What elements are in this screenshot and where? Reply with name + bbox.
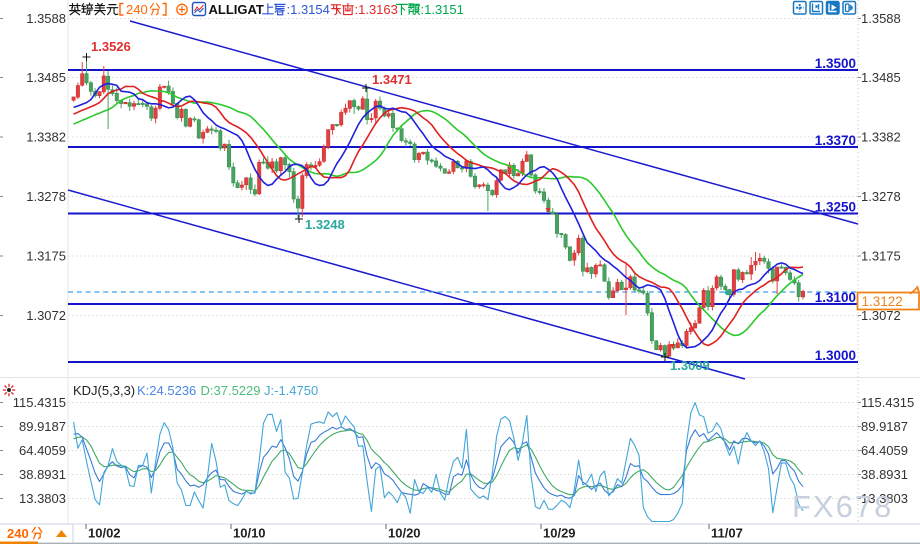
svg-text::1.3151: :1.3151 bbox=[421, 2, 464, 17]
svg-text:1.3122: 1.3122 bbox=[862, 294, 903, 309]
svg-text:240: 240 bbox=[7, 526, 29, 541]
svg-text:64.4059: 64.4059 bbox=[861, 443, 908, 458]
svg-text:10/02: 10/02 bbox=[88, 526, 121, 541]
svg-text:1.3248: 1.3248 bbox=[305, 217, 345, 232]
svg-text:1.3588: 1.3588 bbox=[861, 11, 901, 26]
svg-text:38.8931: 38.8931 bbox=[861, 467, 908, 482]
svg-text:1.3500: 1.3500 bbox=[815, 56, 856, 71]
svg-text:1.3072: 1.3072 bbox=[26, 308, 66, 323]
svg-text:D:37.5229: D:37.5229 bbox=[201, 383, 261, 398]
svg-text:89.9187: 89.9187 bbox=[19, 419, 66, 434]
svg-text:1.3175: 1.3175 bbox=[26, 249, 66, 264]
svg-text:1.3175: 1.3175 bbox=[861, 249, 901, 264]
svg-text:10/20: 10/20 bbox=[388, 526, 421, 541]
svg-text:89.9187: 89.9187 bbox=[861, 419, 908, 434]
svg-text:1.3382: 1.3382 bbox=[26, 130, 66, 145]
svg-text:115.4315: 115.4315 bbox=[13, 395, 66, 410]
svg-text:38.8931: 38.8931 bbox=[19, 467, 66, 482]
svg-text:115.4315: 115.4315 bbox=[861, 395, 914, 410]
svg-text:1.3250: 1.3250 bbox=[815, 200, 856, 215]
svg-text:1.3471: 1.3471 bbox=[372, 72, 412, 87]
svg-text:10/10: 10/10 bbox=[233, 526, 266, 541]
svg-text:13.3803: 13.3803 bbox=[19, 491, 66, 506]
svg-text:1.3278: 1.3278 bbox=[26, 189, 66, 204]
svg-text:KDJ(5,3,3): KDJ(5,3,3) bbox=[73, 383, 135, 398]
svg-text:1.3382: 1.3382 bbox=[861, 130, 901, 145]
svg-text:ALLIGAT: ALLIGAT bbox=[209, 2, 264, 17]
svg-text:K:24.5236: K:24.5236 bbox=[137, 383, 196, 398]
svg-text:11/07: 11/07 bbox=[711, 526, 743, 541]
svg-text:1.3009: 1.3009 bbox=[670, 358, 710, 373]
svg-text:J:-1.4750: J:-1.4750 bbox=[264, 383, 318, 398]
svg-text:FX678: FX678 bbox=[792, 489, 893, 524]
svg-text:1.3000: 1.3000 bbox=[815, 348, 856, 363]
svg-text:64.4059: 64.4059 bbox=[19, 443, 66, 458]
svg-text:1.3526: 1.3526 bbox=[91, 39, 131, 54]
svg-text::1.3163: :1.3163 bbox=[355, 2, 398, 17]
svg-text::1.3154: :1.3154 bbox=[287, 2, 330, 17]
svg-text:1.3485: 1.3485 bbox=[861, 70, 901, 85]
svg-text:1.3100: 1.3100 bbox=[815, 290, 856, 305]
svg-text:240: 240 bbox=[126, 2, 148, 17]
svg-text:1.3588: 1.3588 bbox=[26, 11, 66, 26]
svg-text:1.3370: 1.3370 bbox=[815, 133, 856, 148]
svg-text:1.3278: 1.3278 bbox=[861, 189, 901, 204]
svg-text:10/29: 10/29 bbox=[543, 526, 576, 541]
svg-text:1.3485: 1.3485 bbox=[26, 70, 66, 85]
